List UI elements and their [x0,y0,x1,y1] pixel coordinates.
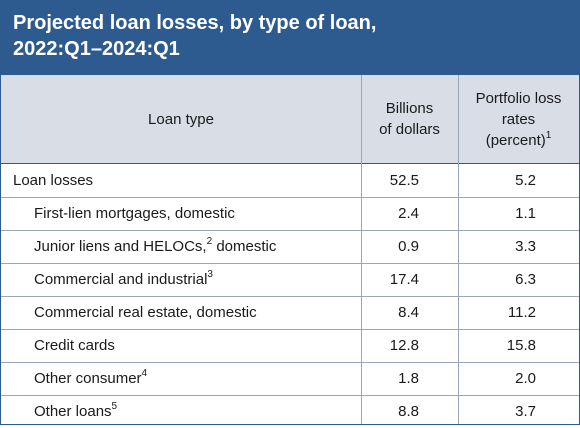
header-loan-type: Loan type [1,75,361,163]
header-rates-line-2: rates [501,110,536,128]
table-title-bar: Projected loan losses, by type of loan, … [1,1,579,75]
header-rates-line-3: (percent)1 [476,130,562,151]
header-loss-rates: Portfolio loss rates (percent)1 [458,75,579,163]
header-billions-line-2: of dollars [379,121,440,138]
row-label: Other loans5 [34,395,117,428]
table-row: Junior liens and HELOCs,2 domestic 0.9 3.3 [1,230,579,264]
table-row: Other loans5 8.8 3.7 [1,395,579,428]
row-label: First-lien mortgages, domestic [34,197,235,230]
row-footnote-marker: 2 [206,236,213,247]
row-label-text: Junior liens and HELOCs, [34,238,207,255]
cell-billions: 8.4 [398,304,419,321]
header-rates-text: (percent) [485,131,546,149]
cell-loss-rate: 1.1 [515,205,536,222]
table-row: Commercial and industrial3 17.4 6.3 [1,263,579,297]
table-row: Loan losses 52.5 5.2 [1,164,579,198]
cell-loss-rate: 11.2 [507,304,536,321]
header-loan-type-label: Loan type [148,110,214,128]
row-label: Credit cards [34,329,115,362]
row-label-text: Other consumer [34,370,142,387]
cell-billions: 52.5 [389,172,419,189]
cell-billions: 17.4 [389,271,419,288]
row-label-text: Credit cards [34,337,115,354]
cell-billions: 12.8 [389,337,419,354]
row-label-text: Loan losses [13,172,94,189]
row-label: Other consumer4 [34,362,147,395]
title-line-1: Projected loan losses, by type of loan, [13,12,377,34]
column-divider [361,75,362,424]
row-footnote-marker: 3 [207,269,213,280]
cell-billions: 8.8 [398,403,419,420]
cell-loss-rate: 6.3 [515,271,536,288]
row-label-suffix: domestic [212,238,277,255]
row-label: Junior liens and HELOCs,2 domestic [34,230,276,263]
row-label-text: Other loans [34,403,112,420]
row-label-text: Commercial and industrial [34,271,208,288]
cell-loss-rate: 15.8 [506,337,536,354]
cell-loss-rate: 3.7 [515,403,536,420]
cell-loss-rate: 2.0 [515,370,536,387]
cell-billions: 2.4 [398,205,419,222]
table-title: Projected loan losses, by type of loan, … [13,10,569,62]
table-row: Other consumer4 1.8 2.0 [1,362,579,396]
cell-loss-rate: 5.2 [515,172,536,189]
row-label: Commercial real estate, domestic [34,296,257,329]
table-row: First-lien mortgages, domestic 2.4 1.1 [1,197,579,231]
header-rates-line-1: Portfolio loss [475,89,562,107]
table-row: Credit cards 12.8 15.8 [1,329,579,363]
row-footnote-marker: 5 [111,401,118,412]
table-header: Loan type Billions of dollars Portfolio … [1,75,579,164]
title-line-2: 2022:Q1–2024:Q1 [13,38,180,60]
row-footnote-marker: 4 [141,368,148,379]
row-label-text: Commercial real estate, domestic [34,304,257,321]
row-label-text: First-lien mortgages, domestic [34,205,235,222]
row-label: Commercial and industrial3 [34,263,213,296]
table-row: Commercial real estate, domestic 8.4 11.2 [1,296,579,330]
column-divider [458,75,459,424]
row-label: Loan losses [13,164,93,197]
header-billions-line-1: Billions [385,100,434,117]
header-rates-footnote: 1 [545,129,552,141]
cell-billions: 0.9 [398,238,419,255]
cell-loss-rate: 3.3 [515,238,536,255]
cell-billions: 1.8 [398,370,419,387]
header-billions: Billions of dollars [361,75,458,163]
